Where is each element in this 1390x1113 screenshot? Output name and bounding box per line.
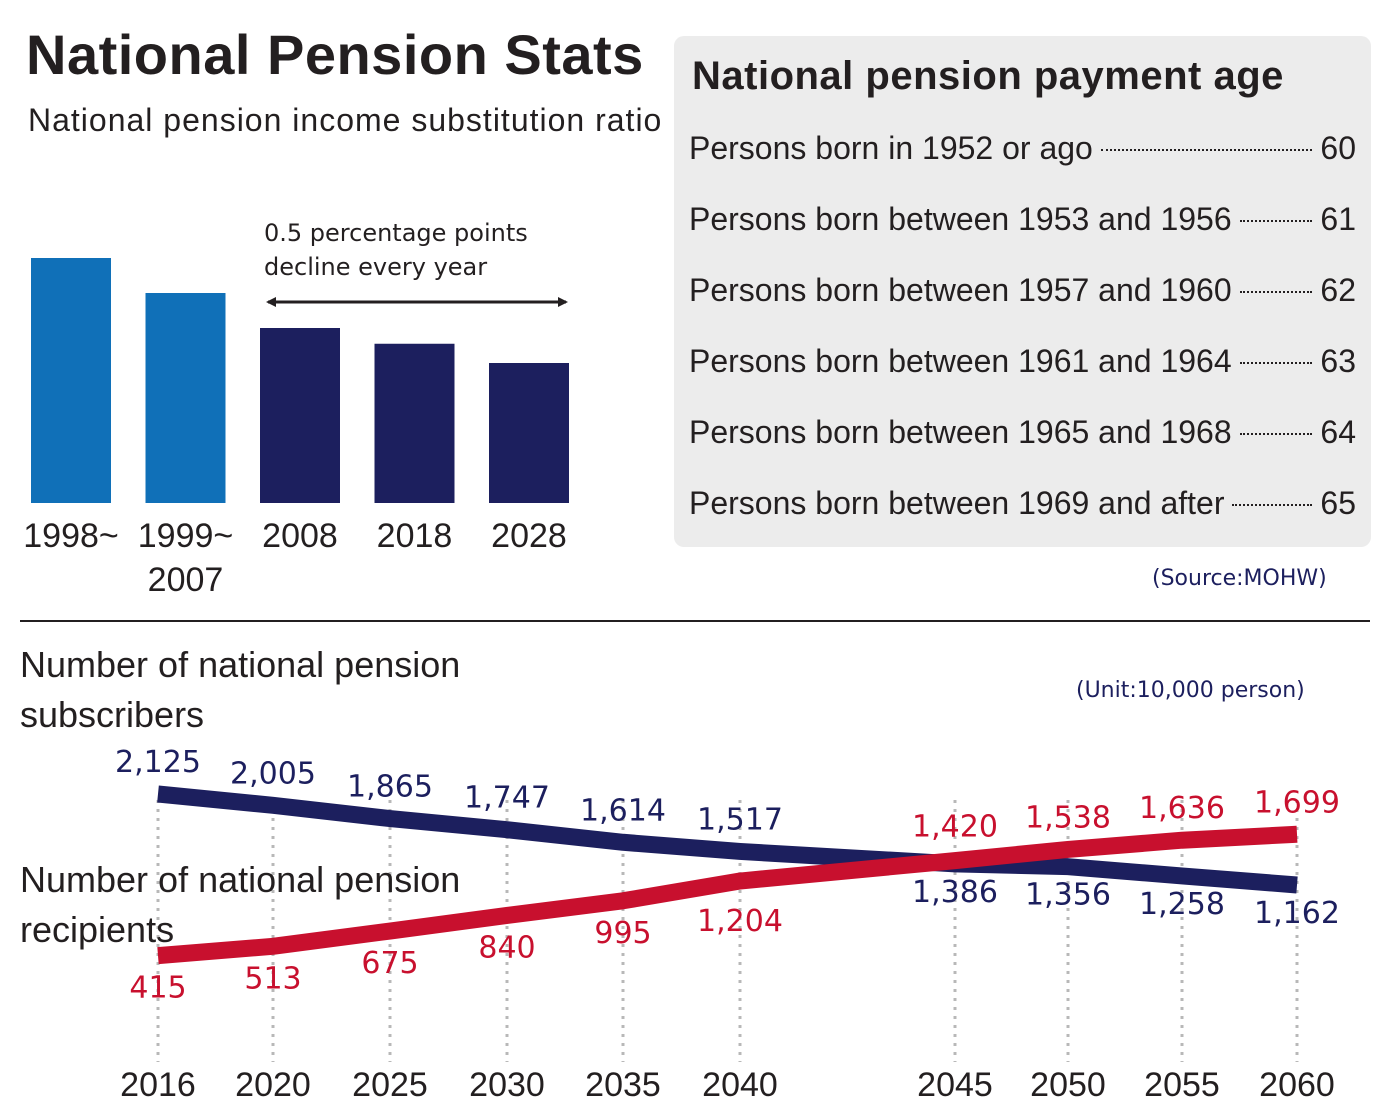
bar — [489, 363, 569, 503]
page-title: National Pension Stats — [26, 23, 644, 86]
payment-age-row: Persons born between 1957 and 1960 62 — [689, 268, 1356, 312]
recipients-data-label: 1,420 — [912, 810, 998, 845]
payment-age-row-label: Persons born between 1957 and 1960 — [689, 271, 1232, 308]
payment-age-row-value: 61 — [1320, 200, 1356, 237]
subscribers-series-title: Number of national pension subscribers — [20, 640, 540, 740]
subscribers-data-label: 1,356 — [1025, 878, 1111, 913]
bar-tick-label: 2007 — [148, 561, 224, 599]
subscribers-data-label: 1,162 — [1254, 896, 1340, 931]
decline-annotation-line-2: decline every year — [264, 253, 487, 281]
payment-age-row-value: 60 — [1320, 129, 1356, 166]
subscribers-data-label: 1,386 — [912, 875, 998, 910]
recipients-title-line-1: Number of national pension — [20, 859, 461, 900]
payment-age-row-label: Persons born between 1953 and 1956 — [689, 200, 1232, 237]
recipients-data-label: 1,699 — [1254, 785, 1340, 820]
x-tick-label: 2025 — [352, 1066, 428, 1104]
bar-tick-label: 1999~ — [138, 517, 234, 555]
payment-age-row-value: 62 — [1320, 271, 1356, 308]
recipients-data-label: 513 — [244, 961, 301, 996]
bar-chart: 1998~ 1999~ 2007 2008 2018 2028 0.5 percentag… — [23, 219, 569, 599]
x-tick-label: 2035 — [585, 1066, 661, 1104]
subscribers-data-label: 1,517 — [697, 802, 783, 837]
recipients-data-label: 675 — [361, 946, 418, 981]
x-tick-label: 2016 — [120, 1066, 196, 1104]
bar-tick-label: 2008 — [262, 517, 338, 555]
payment-age-row-label: Persons born between 1969 and after — [689, 484, 1225, 521]
x-tick-label: 2030 — [469, 1066, 545, 1104]
payment-age-row-value: 64 — [1320, 413, 1356, 450]
payment-age-row-value: 65 — [1320, 484, 1356, 521]
recipients-data-label: 1,538 — [1025, 800, 1111, 835]
x-tick-label: 2050 — [1030, 1066, 1106, 1104]
payment-age-row: Persons born between 1961 and 1964 63 — [689, 339, 1356, 383]
section-divider — [20, 620, 1370, 622]
dotted-leader — [1239, 291, 1313, 293]
payment-age-row-label: Persons born in 1952 or ago — [689, 129, 1093, 166]
decline-annotation-line-1: 0.5 percentage points — [264, 219, 528, 247]
subscribers-title-line-2: subscribers — [20, 694, 205, 735]
recipients-data-label: 840 — [478, 930, 535, 965]
recipients-data-label: 415 — [129, 971, 186, 1006]
payment-age-panel: National pension payment age Persons bor… — [674, 36, 1371, 547]
x-tick-label: 2060 — [1259, 1066, 1335, 1104]
subscribers-data-label: 1,258 — [1139, 887, 1225, 922]
bar-tick-label: 1998~ — [23, 517, 119, 555]
x-tick-label: 2045 — [917, 1066, 993, 1104]
unit-note: (Unit:10,000 person) — [1076, 678, 1305, 703]
payment-age-row: Persons born between 1969 and after 65 — [689, 481, 1356, 525]
payment-age-row: Persons born between 1965 and 1968 64 — [689, 410, 1356, 454]
bar — [374, 343, 455, 503]
recipients-data-label: 1,204 — [697, 904, 783, 939]
subscribers-title-line-1: Number of national pension — [20, 644, 461, 685]
subscribers-data-label: 2,005 — [230, 756, 316, 791]
recipients-series-title: Number of national pension recipients — [20, 855, 540, 955]
x-tick-label: 2055 — [1144, 1066, 1220, 1104]
bar — [31, 258, 111, 503]
payment-age-row-value: 63 — [1320, 342, 1356, 379]
subscribers-data-label: 1,747 — [464, 781, 550, 816]
dotted-leader — [1239, 220, 1313, 222]
dotted-leader — [1100, 149, 1313, 151]
payment-age-row: Persons born between 1953 and 1956 61 — [689, 197, 1356, 241]
bar — [260, 328, 340, 503]
payment-age-row: Persons born in 1952 or ago 60 — [689, 126, 1356, 170]
recipients-data-label: 1,636 — [1139, 791, 1225, 826]
dotted-leader — [1239, 433, 1313, 435]
payment-age-title: National pension payment age — [692, 54, 1284, 98]
subscribers-data-label: 1,865 — [347, 770, 433, 805]
subscribers-data-label: 1,614 — [580, 793, 666, 828]
bar-chart-title: National pension income substitution rat… — [28, 102, 663, 138]
x-tick-label: 2040 — [702, 1066, 778, 1104]
recipients-data-label: 995 — [594, 916, 651, 951]
bar — [145, 293, 226, 503]
dotted-leader — [1232, 504, 1313, 506]
recipients-title-line-2: recipients — [20, 909, 175, 950]
dotted-leader — [1239, 362, 1313, 364]
recipients-line — [157, 825, 1298, 965]
subscribers-line — [157, 785, 1298, 894]
source-note: (Source:MOHW) — [1152, 566, 1327, 591]
payment-age-row-label: Persons born between 1965 and 1968 — [689, 413, 1232, 450]
bar-tick-label: 2028 — [491, 517, 567, 555]
bar-tick-label: 2018 — [377, 517, 453, 555]
subscribers-data-label: 2,125 — [115, 745, 201, 780]
x-tick-label: 2020 — [235, 1066, 311, 1104]
payment-age-row-label: Persons born between 1961 and 1964 — [689, 342, 1232, 379]
